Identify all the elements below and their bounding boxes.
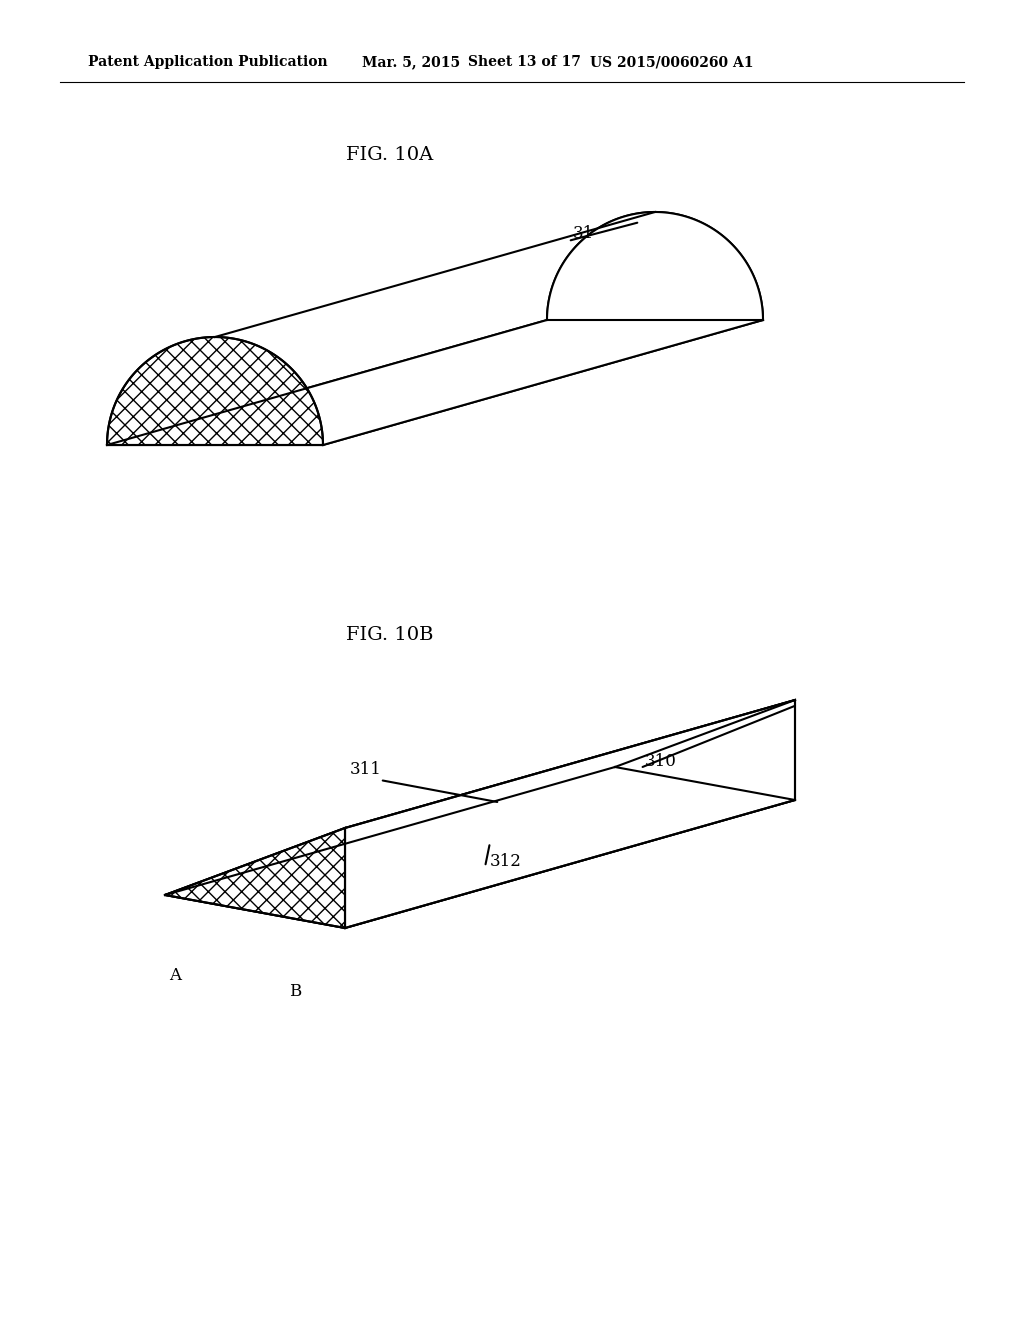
Text: 311: 311 <box>350 762 382 779</box>
Polygon shape <box>547 213 763 319</box>
Text: 310: 310 <box>645 754 677 771</box>
Text: B: B <box>289 983 301 1001</box>
Polygon shape <box>106 213 763 445</box>
Text: A: A <box>169 966 181 983</box>
Text: Mar. 5, 2015: Mar. 5, 2015 <box>362 55 460 69</box>
Polygon shape <box>106 319 763 445</box>
Polygon shape <box>106 337 323 445</box>
Text: US 2015/0060260 A1: US 2015/0060260 A1 <box>590 55 754 69</box>
Text: Patent Application Publication: Patent Application Publication <box>88 55 328 69</box>
Polygon shape <box>345 700 795 928</box>
Polygon shape <box>165 828 345 928</box>
Text: FIG. 10A: FIG. 10A <box>346 147 433 164</box>
Polygon shape <box>165 700 795 895</box>
Polygon shape <box>165 767 795 928</box>
Text: Sheet 13 of 17: Sheet 13 of 17 <box>468 55 581 69</box>
Text: 31: 31 <box>573 224 594 242</box>
Text: 312: 312 <box>490 854 522 870</box>
Text: FIG. 10B: FIG. 10B <box>346 626 434 644</box>
